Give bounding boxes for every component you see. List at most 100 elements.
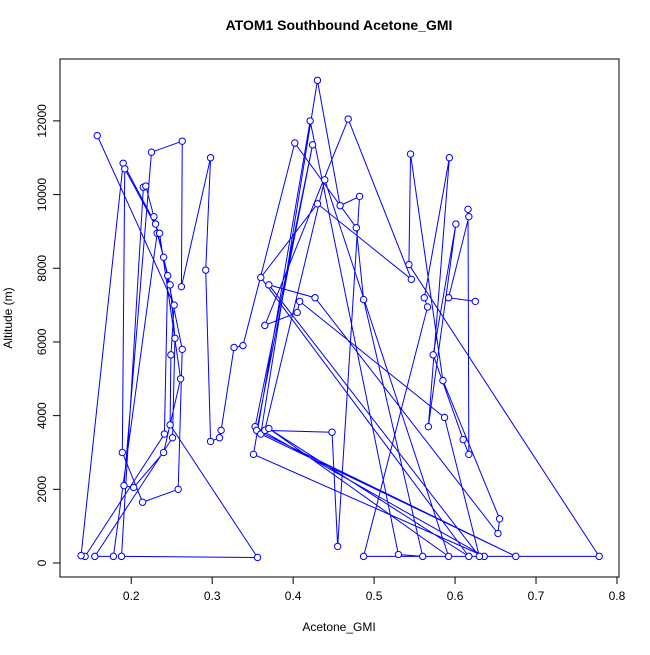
x-tick-label: 0.7 [528, 589, 545, 603]
data-point [163, 271, 172, 280]
data-point [328, 428, 336, 436]
data-point [291, 139, 299, 147]
data-point [494, 529, 502, 538]
data-point [595, 552, 603, 561]
data-point [166, 281, 174, 289]
data-point [109, 552, 118, 561]
data-point [308, 141, 317, 149]
y-tick-label: 2000 [35, 476, 49, 503]
data-point [93, 131, 101, 140]
data-point [160, 430, 169, 438]
data-point [176, 375, 185, 383]
data-point [313, 76, 322, 85]
data-point [465, 450, 473, 459]
y-tick-label: 10000 [35, 178, 49, 212]
data-point [429, 351, 437, 359]
data-point [344, 115, 352, 123]
data-point [424, 422, 433, 431]
data-point [249, 450, 258, 459]
data-point [465, 212, 473, 221]
y-tick-label: 0 [35, 559, 49, 566]
y-tick-label: 4000 [35, 402, 49, 429]
data-point [444, 294, 453, 302]
data-point [321, 176, 329, 184]
data-point [465, 552, 473, 561]
data-point [352, 224, 360, 232]
data-point [155, 229, 164, 237]
data-point [150, 212, 158, 221]
data-point [418, 552, 427, 561]
x-axis-label: Acetone_GMI [302, 620, 375, 634]
data-point [333, 542, 342, 551]
data-point [512, 552, 520, 561]
data-point [359, 295, 368, 304]
data-point [475, 552, 484, 561]
data-point [265, 424, 273, 433]
data-point [171, 334, 179, 342]
data-point [306, 117, 314, 125]
data-point [359, 552, 368, 561]
data-point [77, 551, 85, 560]
data-point [406, 150, 415, 158]
x-tick-label: 0.5 [366, 589, 383, 603]
data-point [444, 552, 453, 561]
data-point [121, 165, 129, 173]
data-point [120, 481, 128, 490]
data-point [336, 201, 344, 210]
data-point [394, 550, 403, 559]
data-point [261, 321, 269, 330]
data-point [313, 200, 322, 208]
data-point [257, 273, 265, 282]
data-point [91, 552, 99, 561]
chart-title: ATOM1 Southbound Acetone_GMI [226, 17, 453, 33]
data-point [215, 434, 224, 442]
data-point [459, 435, 467, 444]
data-point [239, 341, 247, 350]
data-point [168, 434, 177, 442]
data-point [151, 220, 160, 228]
data-point [407, 275, 416, 284]
data-point [178, 345, 186, 354]
data-point [166, 421, 174, 429]
x-tick-label: 0.8 [609, 589, 626, 603]
data-point [265, 281, 273, 289]
data-point [138, 498, 147, 506]
data-point [423, 303, 432, 311]
data-point [253, 553, 262, 562]
x-tick-label: 0.6 [447, 589, 464, 603]
data-point [217, 426, 225, 435]
data-point [440, 413, 449, 422]
data-point [206, 437, 215, 446]
data-point [420, 294, 429, 302]
data-point [142, 182, 150, 190]
data-point [311, 294, 319, 302]
data-point [178, 137, 186, 145]
data-point [464, 205, 472, 214]
data-point [170, 301, 178, 309]
y-axis-label: Altitude (m) [1, 287, 15, 348]
y-tick-label: 6000 [35, 328, 49, 355]
y-tick-label: 8000 [35, 255, 49, 282]
data-point [159, 448, 168, 457]
data-point [445, 154, 454, 162]
data-point [355, 192, 364, 201]
data-point [202, 266, 210, 274]
data-point [471, 297, 480, 306]
data-point [147, 148, 156, 156]
data-point [439, 376, 447, 385]
data-point [405, 260, 413, 269]
data-point [159, 253, 168, 261]
data-point [293, 308, 301, 317]
data-point [206, 154, 215, 162]
data-point [295, 297, 304, 306]
data-point [452, 220, 460, 228]
data-point [177, 282, 186, 291]
y-tick-label: 12000 [35, 104, 49, 138]
data-line [80, 80, 601, 558]
data-point [167, 351, 175, 359]
x-tick-label: 0.4 [285, 589, 302, 603]
data-point [495, 515, 504, 523]
x-tick-label: 0.2 [123, 589, 140, 603]
